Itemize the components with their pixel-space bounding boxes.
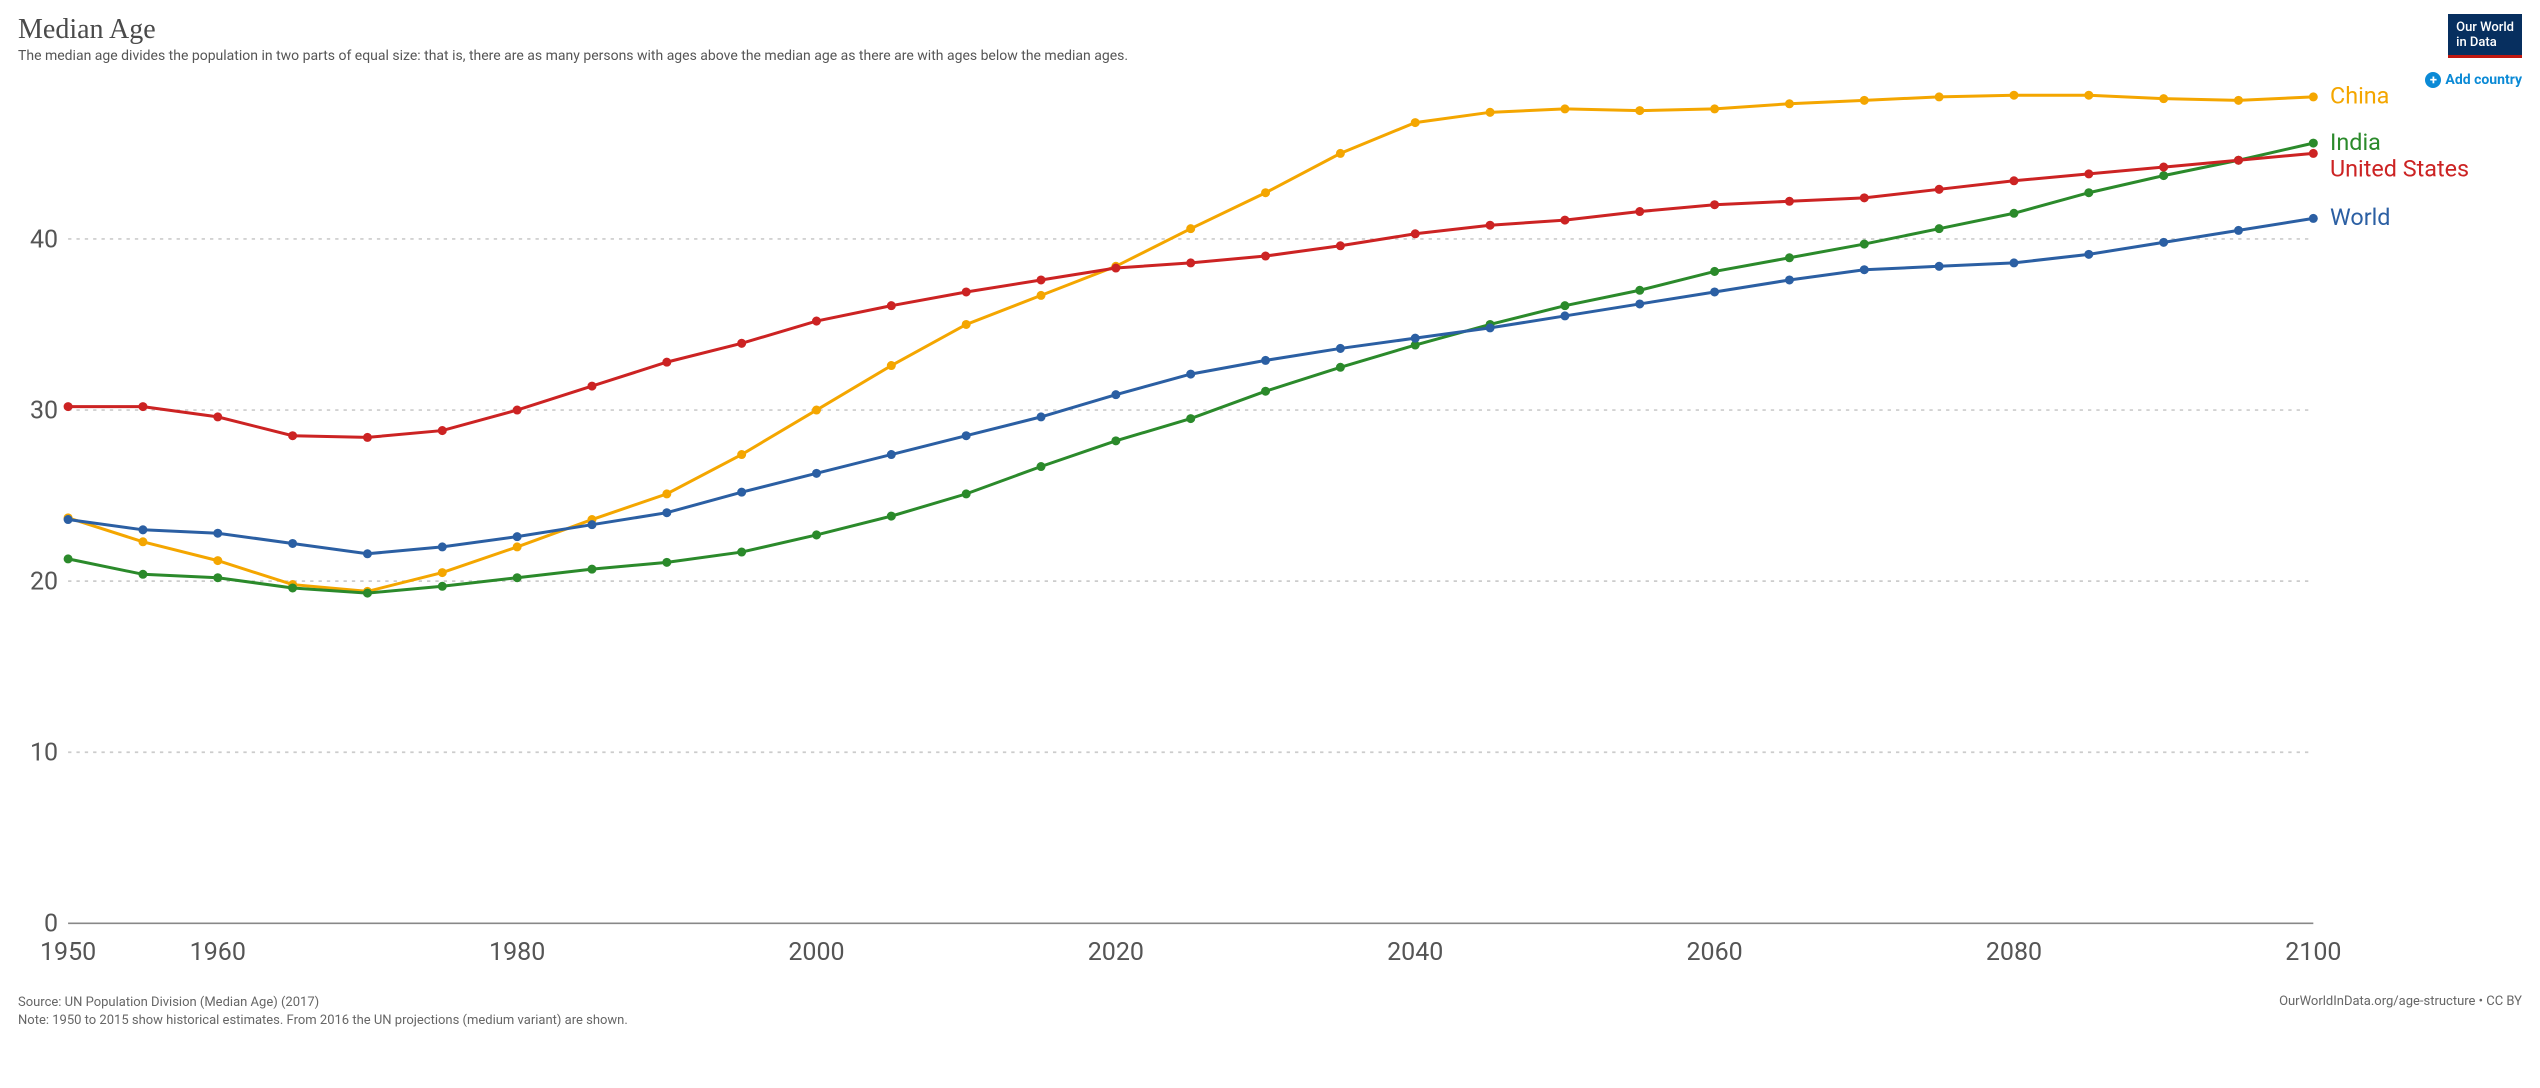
series-line-world	[68, 218, 2313, 553]
chart-title: Median Age	[18, 14, 2522, 46]
series-label-china[interactable]: China	[2330, 82, 2389, 110]
x-tick-label: 2060	[1686, 938, 1742, 967]
series-line-united-states	[68, 153, 2313, 437]
x-tick-label: 1980	[489, 938, 545, 967]
x-tick-label: 2020	[1088, 938, 1144, 967]
y-tick-label: 10	[30, 739, 58, 768]
y-tick-label: 40	[30, 225, 58, 254]
plus-icon: +	[2425, 72, 2441, 88]
x-tick-label: 2040	[1387, 938, 1443, 967]
series-line-china	[68, 95, 2313, 591]
x-tick-label: 2000	[788, 938, 844, 967]
series-label-india[interactable]: India	[2330, 128, 2381, 156]
line-chart: 0 10 20 30 40 1950 1960 1980 2000 2020 2040 2060 208…	[18, 72, 2522, 990]
footer-source: Source: UN Population Division (Median A…	[18, 994, 628, 1012]
x-tick-label: 1950	[40, 938, 96, 967]
x-tick-label: 2100	[2285, 938, 2341, 967]
x-tick-label: 2080	[1986, 938, 2042, 967]
series-line-india	[68, 143, 2313, 593]
add-country-label: Add country	[2445, 72, 2522, 88]
x-tick-label: 1960	[190, 938, 246, 967]
series-label-world[interactable]: World	[2330, 203, 2390, 231]
footer-note: Note: 1950 to 2015 show historical estim…	[18, 1012, 628, 1030]
add-country-button[interactable]: + Add country	[2425, 72, 2522, 88]
footer-attribution: OurWorldInData.org/age-structure • CC BY	[2279, 994, 2522, 1009]
y-tick-label: 30	[30, 396, 58, 425]
y-tick-label: 0	[44, 910, 58, 939]
y-tick-label: 20	[30, 567, 58, 596]
logo-line2: in Data	[2456, 35, 2497, 50]
logo-line1: Our World	[2456, 20, 2514, 35]
chart-subtitle: The median age divides the population in…	[18, 48, 2522, 64]
owid-logo: Our World in Data	[2448, 14, 2522, 58]
series-label-united-states[interactable]: United States	[2330, 154, 2469, 182]
